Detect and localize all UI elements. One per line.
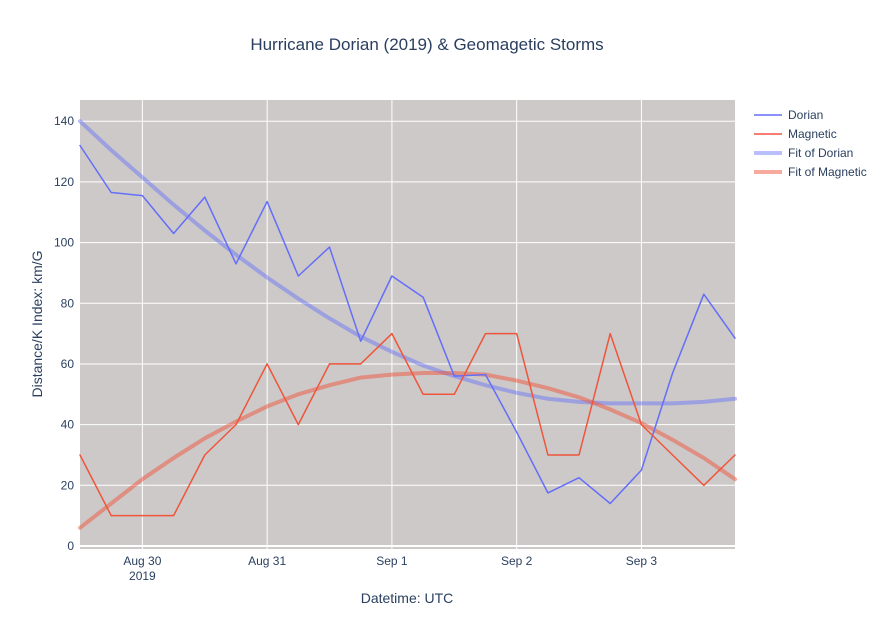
series-line-dorian xyxy=(79,144,736,505)
legend-label: Magnetic xyxy=(788,127,837,141)
y-tick-label: 40 xyxy=(61,418,75,432)
x-tick-label: Sep 1 xyxy=(376,554,408,568)
legend-label: Fit of Dorian xyxy=(788,146,853,160)
y-tick-label: 80 xyxy=(61,296,75,310)
series-line-fit-of-dorian xyxy=(78,119,737,406)
series-line-magnetic xyxy=(79,332,736,517)
y-tick-label: 100 xyxy=(54,236,74,250)
x-tick-label: Sep 2 xyxy=(501,554,533,568)
legend-label: Dorian xyxy=(788,108,823,122)
y-tick-label: 120 xyxy=(54,175,74,189)
x-tick-label: Aug 31 xyxy=(248,554,286,568)
x-tick-sublabel: 2019 xyxy=(129,569,156,583)
x-tick-label: Sep 3 xyxy=(626,554,658,568)
series-line-fit-of-magnetic xyxy=(78,371,737,530)
y-axis-label: Distance/K Index: km/G xyxy=(29,250,45,397)
y-tick-label: 140 xyxy=(54,114,74,128)
grid xyxy=(80,100,735,549)
y-tick-label: 0 xyxy=(67,539,74,553)
legend: Dorian Magnetic Fit of Dorian Fit of Magnet… xyxy=(754,108,867,179)
chart-title: Hurricane Dorian (2019) & Geomagetic Sto… xyxy=(250,35,603,54)
series-group xyxy=(78,119,737,530)
y-tick-label: 20 xyxy=(61,478,75,492)
x-tick-label: Aug 30 xyxy=(123,554,161,568)
y-tick-label: 60 xyxy=(61,357,75,371)
y-ticks: 0 20 40 60 80 100 120 140 xyxy=(54,114,74,553)
plot-area xyxy=(80,100,735,549)
legend-label: Fit of Magnetic xyxy=(788,165,867,179)
x-axis-label: Datetime: UTC xyxy=(361,590,454,606)
